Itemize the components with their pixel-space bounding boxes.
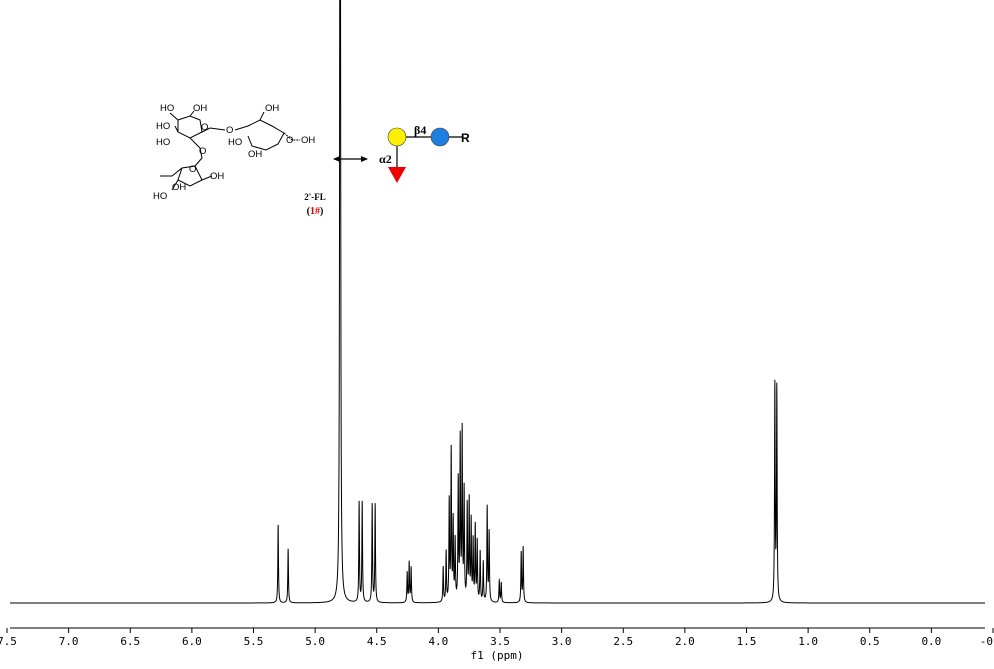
- bond: [177, 115, 203, 133]
- bond: [169, 112, 211, 139]
- compound-name: 2'-FL: [304, 192, 326, 202]
- spectrum-trace: [10, 0, 985, 604]
- structure-label: HO: [153, 191, 167, 202]
- structure-label: OH: [248, 149, 262, 160]
- arrow-head: [361, 156, 368, 162]
- x-tick-label: 7.0: [59, 635, 79, 648]
- structure-label: OH: [265, 103, 279, 114]
- bond: [189, 110, 195, 117]
- bond: [209, 127, 226, 131]
- structure-label: OH: [210, 171, 224, 182]
- number: 1#: [310, 206, 320, 217]
- x-tick-label: 4.0: [428, 635, 448, 648]
- x-tick-label: 6.5: [120, 635, 140, 648]
- x-tick-label: 6.0: [182, 635, 202, 648]
- x-tick-label: 5.0: [305, 635, 325, 648]
- x-tick-label: 7.5: [0, 635, 17, 648]
- bond: [189, 137, 203, 159]
- bond: [194, 165, 203, 181]
- fucose-symbol: [388, 167, 406, 183]
- aglycone-label: R: [461, 131, 470, 145]
- structure-label: HO: [156, 121, 170, 132]
- linkage-label: β4: [414, 123, 426, 137]
- x-tick-label: 5.5: [244, 635, 264, 648]
- bond: [174, 125, 179, 133]
- x-axis-label: f1 (ppm): [471, 649, 524, 662]
- x-tick-label: 3.5: [490, 635, 510, 648]
- structure-label: HO: [156, 137, 170, 148]
- structure-bonds: [160, 110, 300, 191]
- x-tick-label: 2.0: [675, 635, 695, 648]
- structure-label: O: [226, 125, 233, 136]
- paren: ): [320, 206, 323, 217]
- structure-label: O: [199, 146, 206, 157]
- bond: [283, 132, 300, 141]
- x-tick-label: 2.5: [613, 635, 633, 648]
- structure-label: OH: [172, 182, 186, 193]
- bond: [171, 179, 179, 191]
- x-tick-label: 1.5: [737, 635, 757, 648]
- galactose-symbol: [387, 127, 407, 147]
- x-tick-label: 1.0: [798, 635, 818, 648]
- bond: [234, 119, 285, 151]
- x-tick-label: 4.5: [367, 635, 387, 648]
- structure-label: HO: [228, 137, 242, 148]
- glucose-symbol: [430, 127, 450, 147]
- structure-label: HO: [160, 103, 174, 114]
- arrow-head: [333, 156, 340, 162]
- x-tick-label: 3.0: [552, 635, 572, 648]
- structure-label: O: [189, 164, 196, 175]
- paren: (: [307, 206, 311, 217]
- structure-label: OH: [193, 103, 207, 114]
- bond: [259, 111, 265, 121]
- x-tick-label: 0.5: [860, 635, 880, 648]
- x-tick-label: 0.0: [921, 635, 941, 648]
- bond: [177, 167, 213, 187]
- structure-label: O: [286, 135, 293, 146]
- compound-number: (1#): [307, 206, 324, 217]
- linkage-label: α2: [379, 152, 392, 166]
- structure-label: OH: [301, 135, 315, 146]
- x-tick-label: -0.5: [980, 635, 994, 648]
- structure-label: O: [201, 122, 208, 133]
